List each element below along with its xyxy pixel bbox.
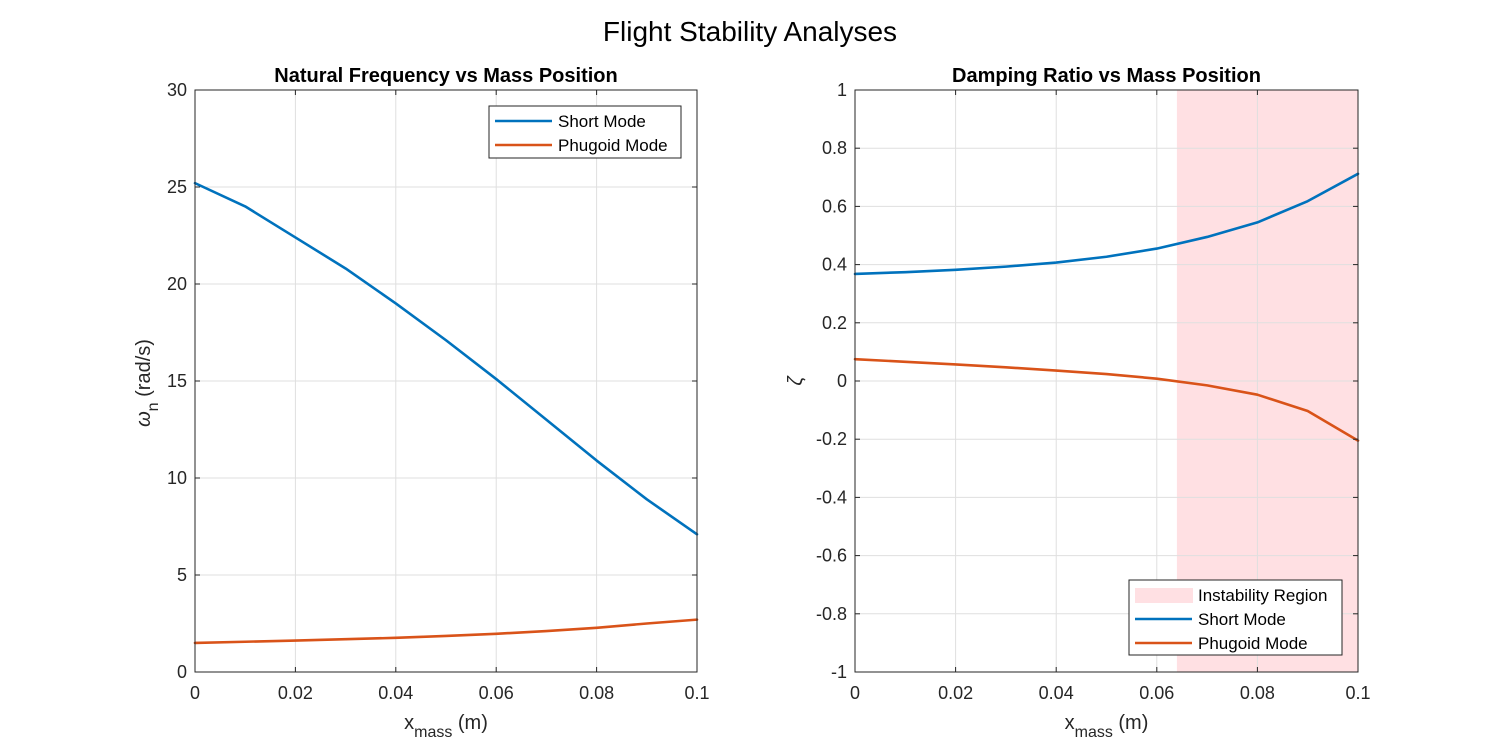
axes-title: Damping Ratio vs Mass Position <box>952 65 1261 87</box>
legend-box <box>488 105 682 159</box>
y-tick-label: 0 <box>177 662 187 682</box>
y-tick-label: 10 <box>167 468 187 488</box>
x-tick-label: 0.02 <box>938 683 973 703</box>
y-tick-label: 0.8 <box>822 138 847 158</box>
x-tick-label: 0.08 <box>1240 683 1275 703</box>
y-tick-label: 0.2 <box>822 313 847 333</box>
y-axis-label: ζ <box>785 375 807 386</box>
y-tick-label: -0.8 <box>816 604 847 624</box>
y-tick-label: 1 <box>837 80 847 100</box>
x-axis-label: xmass (m) <box>404 712 488 741</box>
y-tick-label: -0.4 <box>816 487 847 507</box>
y-tick-label: 25 <box>167 177 187 197</box>
legend: Short Mode Phugoid Mode <box>488 105 682 159</box>
x-tick-label: 0.04 <box>1039 683 1074 703</box>
y-tick-label: 20 <box>167 274 187 294</box>
y-tick-label: 5 <box>177 565 187 585</box>
y-tick-label: 30 <box>167 80 187 100</box>
short-mode-line <box>193 181 699 536</box>
legend-label-phugoid-mode: Phugoid Mode <box>1198 634 1308 653</box>
x-tick-label: 0.02 <box>278 683 313 703</box>
y-tick-label: 15 <box>167 371 187 391</box>
y-tick-label: 0 <box>837 371 847 391</box>
x-tick-label: 0.06 <box>1139 683 1174 703</box>
y-tick-label: 0.6 <box>822 196 847 216</box>
phugoid-mode-line <box>853 357 1360 442</box>
x-tick-label: 0.1 <box>684 683 709 703</box>
x-tick-label: 0 <box>850 683 860 703</box>
x-tick-label: 0.06 <box>479 683 514 703</box>
legend-label-instability-region: Instability Region <box>1198 586 1327 605</box>
x-tick-label: 0.04 <box>378 683 413 703</box>
y-tick-label: -1 <box>831 662 847 682</box>
legend-label-short-mode: Short Mode <box>1198 610 1286 629</box>
x-tick-label: 0.1 <box>1345 683 1370 703</box>
x-axis-label: xmass (m) <box>1065 712 1149 741</box>
y-tick-label: -0.2 <box>816 429 847 449</box>
legend-swatch-instability-region <box>1135 588 1193 603</box>
legend: Instability Region Short Mode Phugoid Mode <box>1128 579 1343 656</box>
y-axis-label: ωn (rad/s) <box>133 339 162 427</box>
legend-label-phugoid-mode: Phugoid Mode <box>558 136 668 155</box>
natural-frequency-axes: 0 0.02 0.04 0.06 0.08 0.1 0 5 10 15 20 25 30 Natural … <box>133 65 710 741</box>
damping-ratio-axes: 0 0.02 0.04 0.06 0.08 0.1 -1 -0.8 -0.6 -0.4 -0.2 0 0… <box>785 65 1371 741</box>
y-tick-label: 0.4 <box>822 255 847 275</box>
figure-title: Flight Stability Analyses <box>603 16 897 47</box>
legend-label-short-mode: Short Mode <box>558 112 646 131</box>
x-tick-label: 0 <box>190 683 200 703</box>
phugoid-mode-line <box>193 618 699 645</box>
short-mode-line <box>853 172 1360 276</box>
y-tick-label: -0.6 <box>816 546 847 566</box>
axes-title: Natural Frequency vs Mass Position <box>274 65 617 87</box>
x-tick-label: 0.08 <box>579 683 614 703</box>
